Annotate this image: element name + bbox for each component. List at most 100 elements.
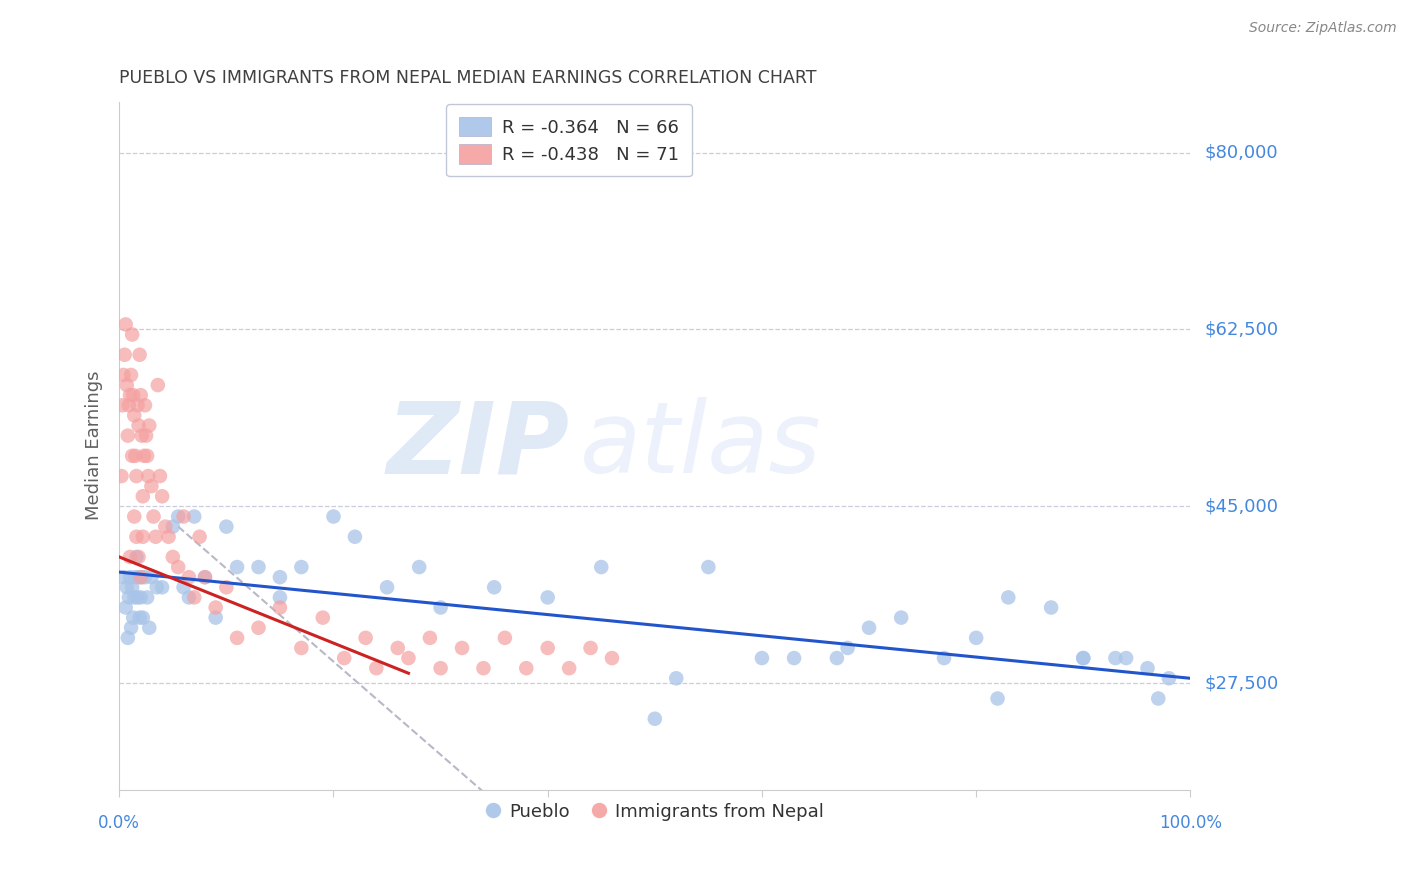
Point: [290, 640, 312, 655]
Point: [333, 651, 356, 665]
Point: [121, 449, 143, 463]
Point: [117, 428, 139, 442]
Point: [177, 570, 200, 584]
Point: [204, 610, 226, 624]
Point: [149, 469, 172, 483]
Text: 0.0%: 0.0%: [98, 814, 141, 832]
Text: $27,500: $27,500: [1205, 674, 1278, 692]
Point: [114, 600, 136, 615]
Text: $45,000: $45,000: [1205, 498, 1278, 516]
Point: [312, 610, 335, 624]
Point: [579, 640, 602, 655]
Point: [114, 318, 136, 332]
Text: 100.0%: 100.0%: [1159, 814, 1222, 832]
Point: [269, 600, 291, 615]
Point: [134, 398, 156, 412]
Point: [121, 580, 143, 594]
Point: [141, 570, 163, 584]
Point: [226, 631, 249, 645]
Point: [132, 449, 155, 463]
Point: [1157, 671, 1180, 685]
Point: [128, 418, 150, 433]
Point: [127, 591, 149, 605]
Point: [157, 530, 180, 544]
Point: [354, 631, 377, 645]
Point: [387, 640, 409, 655]
Point: [117, 631, 139, 645]
Point: [451, 640, 474, 655]
Point: [204, 600, 226, 615]
Legend: Pueblo, Immigrants from Nepal: Pueblo, Immigrants from Nepal: [478, 796, 831, 829]
Point: [591, 560, 613, 574]
Point: [429, 600, 451, 615]
Point: [131, 570, 153, 584]
Point: [890, 610, 912, 624]
Point: [146, 378, 169, 392]
Point: [825, 651, 848, 665]
Point: [118, 388, 141, 402]
Text: Source: ZipAtlas.com: Source: ZipAtlas.com: [1249, 21, 1396, 35]
Point: [136, 449, 159, 463]
Point: [129, 570, 152, 584]
Point: [247, 560, 270, 574]
Point: [122, 591, 145, 605]
Point: [183, 509, 205, 524]
Point: [134, 570, 156, 584]
Point: [129, 388, 152, 402]
Point: [1115, 651, 1137, 665]
Point: [644, 712, 666, 726]
Point: [111, 398, 134, 412]
Point: [398, 651, 420, 665]
Point: [162, 549, 184, 564]
Point: [155, 519, 177, 533]
Point: [145, 580, 167, 594]
Point: [122, 409, 145, 423]
Point: [129, 591, 152, 605]
Point: [138, 418, 160, 433]
Point: [128, 610, 150, 624]
Point: [135, 428, 157, 442]
Point: [194, 570, 217, 584]
Point: [167, 509, 190, 524]
Point: [162, 519, 184, 533]
Point: [132, 610, 155, 624]
Y-axis label: Median Earnings: Median Earnings: [86, 371, 103, 521]
Point: [138, 621, 160, 635]
Point: [1071, 651, 1094, 665]
Point: [125, 530, 148, 544]
Point: [247, 621, 270, 635]
Point: [124, 449, 146, 463]
Point: [150, 489, 173, 503]
Point: [697, 560, 720, 574]
Point: [122, 509, 145, 524]
Point: [124, 570, 146, 584]
Point: [114, 348, 136, 362]
Point: [128, 348, 150, 362]
Point: [343, 530, 366, 544]
Point: [419, 631, 441, 645]
Point: [269, 591, 291, 605]
Point: [112, 368, 135, 382]
Point: [177, 591, 200, 605]
Point: [226, 560, 249, 574]
Point: [1071, 651, 1094, 665]
Point: [145, 530, 167, 544]
Point: [472, 661, 495, 675]
Point: [1104, 651, 1126, 665]
Point: [115, 378, 138, 392]
Point: [837, 640, 859, 655]
Point: [118, 398, 141, 412]
Point: [118, 570, 141, 584]
Point: [132, 489, 155, 503]
Point: [173, 580, 195, 594]
Point: [121, 327, 143, 342]
Point: [408, 560, 430, 574]
Point: [188, 530, 211, 544]
Point: [482, 580, 505, 594]
Point: [429, 661, 451, 675]
Point: [125, 469, 148, 483]
Point: [783, 651, 806, 665]
Point: [183, 591, 205, 605]
Point: [290, 560, 312, 574]
Point: [118, 591, 141, 605]
